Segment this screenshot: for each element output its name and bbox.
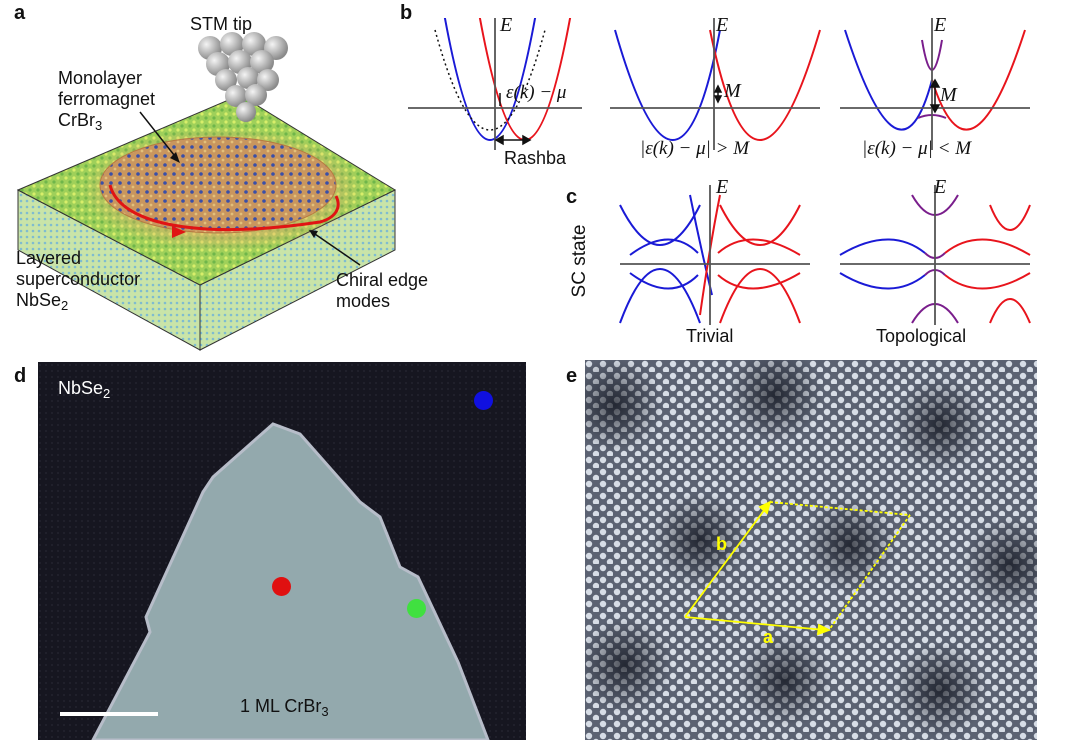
monolayer-label: Monolayer ferromagnet CrBr3 <box>58 68 156 133</box>
chiral-edge-label: Chiral edge modes <box>336 270 429 311</box>
b-m-label-2: M <box>724 80 741 102</box>
panel-c-label: c <box>566 186 578 208</box>
layered-sc-label: Layered superconductor NbSe2 <box>16 248 141 313</box>
c-topological-label: Topological <box>876 326 967 346</box>
stm-tip-label: STM tip <box>190 14 253 34</box>
c-energy-axis-1: E <box>716 176 729 198</box>
d-blue-marker <box>474 391 493 410</box>
panel-a-label: a <box>14 2 26 24</box>
d-green-marker <box>407 599 426 618</box>
c-ylabel: SC state <box>569 224 590 298</box>
b-condition-gt: |ε(k) − μ| > M <box>640 138 750 159</box>
d-scale-bar <box>60 712 158 716</box>
c-energy-axis-2: E <box>934 176 947 198</box>
panel-b-band-diagrams <box>408 18 1030 150</box>
b-energy-axis-1: E <box>500 14 513 36</box>
e-lattice-a-label: a <box>763 627 774 647</box>
panel-e-atomic-image <box>585 360 1037 740</box>
e-lattice-b-label: b <box>716 534 727 554</box>
b-m-label-3: M <box>940 84 957 106</box>
b-condition-lt: |ε(k) − μ| < M <box>862 138 972 159</box>
panel-e-label: e <box>566 365 578 387</box>
c-trivial-label: Trivial <box>686 326 734 346</box>
d-nbse2-label: NbSe2 <box>58 378 111 401</box>
panel-d-stm-image <box>38 362 526 740</box>
panel-b-label: b <box>400 2 413 24</box>
b-epsilon-label: ε(k) − μ <box>506 82 567 103</box>
panel-d-label: d <box>14 365 27 387</box>
panel-c-sc-spectra <box>619 185 1031 325</box>
d-crbr3-label: 1 ML CrBr3 <box>240 696 329 719</box>
d-red-marker <box>272 577 291 596</box>
b-energy-axis-3: E <box>934 14 947 36</box>
b-rashba-label: Rashba <box>504 148 567 168</box>
panel-a-illustration <box>16 32 397 351</box>
b-energy-axis-2: E <box>716 14 729 36</box>
